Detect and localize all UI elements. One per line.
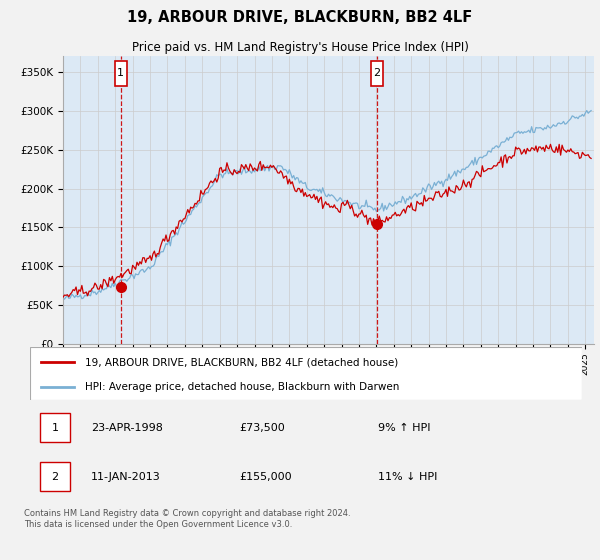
Text: 19, ARBOUR DRIVE, BLACKBURN, BB2 4LF: 19, ARBOUR DRIVE, BLACKBURN, BB2 4LF (127, 11, 473, 25)
Text: £155,000: £155,000 (240, 472, 292, 482)
Text: Price paid vs. HM Land Registry's House Price Index (HPI): Price paid vs. HM Land Registry's House … (131, 41, 469, 54)
Text: HPI: Average price, detached house, Blackburn with Darwen: HPI: Average price, detached house, Blac… (85, 382, 400, 392)
Text: Contains HM Land Registry data © Crown copyright and database right 2024.
This d: Contains HM Land Registry data © Crown c… (23, 510, 350, 529)
Text: 2: 2 (374, 68, 380, 78)
Text: 11% ↓ HPI: 11% ↓ HPI (378, 472, 437, 482)
Text: 9% ↑ HPI: 9% ↑ HPI (378, 423, 430, 432)
Text: £73,500: £73,500 (240, 423, 286, 432)
Text: 1: 1 (117, 68, 124, 78)
FancyBboxPatch shape (371, 61, 383, 86)
FancyBboxPatch shape (40, 462, 70, 491)
Text: 23-APR-1998: 23-APR-1998 (91, 423, 163, 432)
Text: 19, ARBOUR DRIVE, BLACKBURN, BB2 4LF (detached house): 19, ARBOUR DRIVE, BLACKBURN, BB2 4LF (de… (85, 357, 398, 367)
Text: 2: 2 (51, 472, 58, 482)
Text: 1: 1 (52, 423, 58, 432)
FancyBboxPatch shape (40, 413, 70, 442)
FancyBboxPatch shape (115, 61, 127, 86)
FancyBboxPatch shape (30, 347, 582, 400)
Text: 11-JAN-2013: 11-JAN-2013 (91, 472, 160, 482)
